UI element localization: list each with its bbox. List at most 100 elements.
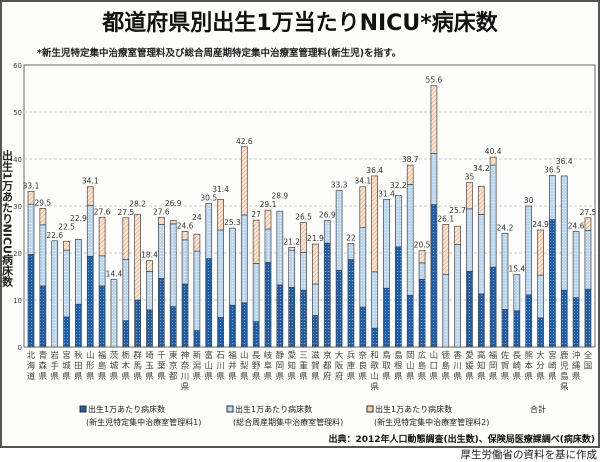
bar-segment-series1 [489, 266, 497, 348]
bar-segment-series3 [122, 217, 130, 260]
x-tick-label: 北海道 [27, 351, 36, 382]
x-tick-label: 宮崎県 [548, 350, 557, 382]
x-tick-label: 長崎県 [513, 351, 522, 382]
x-tick-label: 埼玉県 [145, 350, 154, 382]
x-tick-label: 佐賀県 [501, 350, 510, 382]
legend-swatch-series2 [226, 405, 234, 413]
total-label: 33.1 [23, 181, 40, 190]
bar-segment-series3 [158, 216, 165, 225]
total-label: 24 [192, 213, 202, 222]
x-tick-label: 秋田県 [74, 350, 83, 382]
x-tick-label: 全国 [584, 350, 593, 372]
x-tick-label: 和歌山県 [370, 351, 379, 393]
total-label: 55.6 [426, 76, 443, 85]
x-tick-label: 山形県 [86, 350, 95, 382]
total-label: 26.5 [295, 212, 312, 221]
total-label: 31.4 [212, 185, 229, 194]
bar-segment-series3 [359, 186, 367, 228]
bar-segment-series2 [454, 244, 461, 348]
bar-segment-series2 [572, 231, 580, 299]
x-tick-label: 鳥取県 [382, 350, 391, 382]
x-tick-label: 山梨県 [240, 350, 249, 382]
bar-segment-series1 [98, 285, 106, 348]
bar-segment-series2 [63, 249, 70, 318]
bar-segment-series1 [75, 303, 82, 348]
x-tick-label: 福岡県 [489, 350, 498, 382]
bar-segment-series2 [525, 205, 533, 296]
y-tick-label: 20 [13, 250, 22, 258]
x-tick-label: 岐阜県 [264, 350, 273, 382]
bar-segment-series3 [193, 233, 201, 252]
bar-segment-series1 [252, 321, 260, 348]
bar-segment-series1 [359, 306, 367, 348]
bar-segment-series2 [501, 232, 509, 310]
bar-segment-series2 [513, 274, 521, 312]
x-tick-label: 静岡県 [276, 350, 285, 382]
legend-swatch-series3 [366, 405, 374, 413]
x-tick-label: 神奈川県 [181, 350, 190, 393]
total-label: 35 [465, 173, 475, 182]
bar-segment-series2 [264, 228, 272, 263]
bar-segment-series2 [98, 255, 106, 287]
total-label: 29.5 [34, 198, 51, 207]
bar-segment-series2 [75, 239, 82, 305]
x-tick-label: 京都府 [323, 350, 332, 382]
total-label: 14.4 [106, 269, 123, 278]
bar-segment-series2 [205, 203, 213, 259]
x-tick-label: 熊本県 [524, 350, 533, 382]
total-label: 20.5 [414, 241, 431, 250]
bar-segment-series1 [335, 270, 343, 348]
bar-segment-series1 [347, 259, 355, 348]
bar-segment-series2 [406, 184, 414, 296]
bar-segment-series1 [276, 284, 284, 348]
bar-segment-series2 [442, 274, 450, 348]
total-label: 22.5 [58, 222, 75, 231]
bar-segment-series2 [276, 210, 284, 286]
bar-segment-series2 [146, 270, 153, 311]
y-tick-label: 10 [13, 297, 22, 305]
total-label: 31.4 [378, 189, 395, 198]
y-axis-label: 出生1万あたりNICU病床数 [1, 149, 15, 288]
legend-label-series2: 出生1万あたり病床数 [235, 404, 312, 414]
total-label: 30 [524, 196, 534, 205]
bar-segment-series2 [110, 278, 118, 348]
bar-segment-series2 [537, 274, 544, 319]
chart-title: 都道府県別出生1万当たりNICU*病床数 [101, 10, 498, 36]
bar-segment-series2 [27, 203, 35, 255]
bar-segment-series1 [395, 246, 402, 348]
total-label: 28.2 [129, 199, 146, 208]
x-tick-label: 山口県 [430, 350, 439, 382]
y-tick-label: 40 [13, 156, 22, 164]
x-tick-label: 高知県 [477, 350, 486, 382]
bar-segment-series1 [371, 327, 378, 348]
y-tick-label: 0 [18, 344, 22, 352]
bar-segment-series2 [122, 259, 130, 322]
bar-segment-series3 [63, 240, 70, 251]
bar-segment-series2 [323, 220, 331, 244]
bar-segment-series1 [323, 242, 331, 348]
legend-sub-series2: (総合周産期集中治療室管理料) [233, 417, 343, 427]
y-tick-label: 60 [13, 62, 22, 70]
bar-segment-series1 [264, 262, 272, 348]
x-tick-label: 茨城県 [110, 350, 119, 382]
bar-segment-series1 [288, 286, 296, 348]
x-tick-label: 滋賀県 [311, 350, 320, 382]
legend: 出生1万あたり病床数 (新生児特定集中治療室管理料1) 出生1万あたり病床数 (… [79, 404, 546, 427]
x-tick-label: 鹿児島県 [560, 350, 569, 393]
bar-segment-series2 [217, 229, 224, 318]
x-tick-label: 東京都 [169, 350, 178, 382]
bar-segment-series3 [134, 214, 141, 301]
bar-segment-series3 [489, 156, 497, 166]
legend-sub-series3: (新生児特定集中治療室管理料2) [374, 417, 489, 427]
bar-segment-series1 [300, 289, 307, 348]
total-label: 27 [251, 210, 261, 219]
total-label: 26.9 [165, 199, 182, 208]
bar-segment-series1 [205, 258, 213, 348]
bar-segment-series3 [584, 217, 592, 231]
bar-segment-series2 [229, 227, 236, 306]
bar-segment-series3 [477, 185, 485, 215]
total-label: 22 [346, 234, 356, 243]
bar-segment-series1 [572, 297, 580, 348]
bar-segment-series1 [383, 287, 390, 348]
